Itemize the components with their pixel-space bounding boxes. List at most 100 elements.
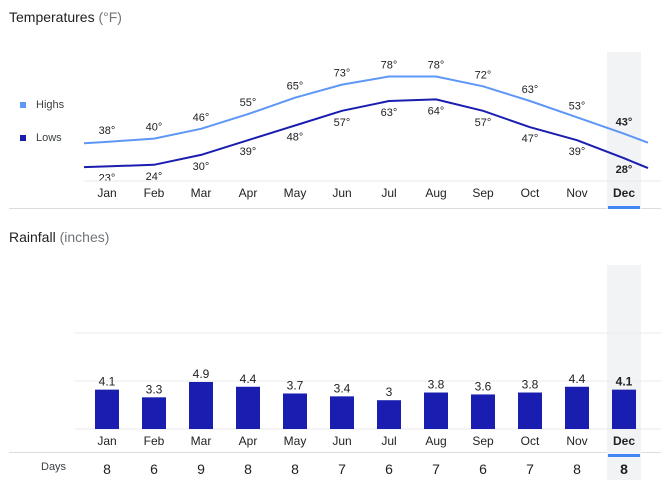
rain-month-tick: Nov <box>566 434 587 448</box>
rain-bar <box>612 389 636 429</box>
temperatures-title: Temperatures (°F) <box>9 9 122 25</box>
rain-bar <box>518 392 542 429</box>
days-value: 8 <box>573 461 581 477</box>
rain-bar <box>377 400 401 429</box>
rain-month-tick: Aug <box>425 434 446 448</box>
temp-lows-label: 39° <box>240 146 257 158</box>
temp-month-tick: Jun <box>332 186 351 200</box>
rainfall-unit: (inches) <box>59 229 110 245</box>
rain-value-label: 4.9 <box>193 367 210 381</box>
rain-bar <box>471 394 495 429</box>
rain-value-label: 3.3 <box>146 382 163 396</box>
temp-highs-label: 53° <box>569 100 586 112</box>
days-value: 6 <box>385 461 393 477</box>
temp-month-tick: Aug <box>425 186 446 200</box>
rainfall-title-text: Rainfall <box>9 229 56 245</box>
temp-month-tick: May <box>284 186 307 200</box>
days-value: 9 <box>197 461 205 477</box>
legend-highs: Highs <box>20 99 64 111</box>
temp-highs-label: 43° <box>616 117 633 129</box>
days-value: 7 <box>338 461 346 477</box>
rain-value-label: 4.1 <box>99 375 116 389</box>
temp-line-highs <box>83 75 649 145</box>
temp-highs-label: 78° <box>428 59 445 71</box>
rain-bar <box>330 396 354 429</box>
rain-bar <box>95 389 119 429</box>
selected-month-indicator-days <box>608 454 640 457</box>
temp-highs-label: 46° <box>193 112 210 124</box>
temp-month-tick: Jan <box>97 186 116 200</box>
temp-month-tick: Feb <box>144 186 165 200</box>
days-label: Days <box>41 461 67 473</box>
temp-month-tick: Mar <box>191 186 212 200</box>
days-value: 8 <box>620 461 628 477</box>
rain-month-tick: Feb <box>144 434 165 448</box>
temp-lows-label: 63° <box>381 107 398 119</box>
days-value: 7 <box>526 461 534 477</box>
temp-month-tick: Oct <box>521 186 540 200</box>
days-value: 6 <box>150 461 158 477</box>
days-value: 6 <box>479 461 487 477</box>
temp-highs-label: 78° <box>381 59 398 71</box>
temp-highs-label: 73° <box>334 68 351 80</box>
temp-highs-label: 55° <box>240 97 257 109</box>
rain-month-tick: May <box>284 434 307 448</box>
temp-lows-label: 57° <box>475 117 492 129</box>
temp-line-lows <box>83 98 649 170</box>
temp-lows-label: 23° <box>99 172 116 184</box>
legend-lows: Lows <box>20 132 62 144</box>
temp-month-tick: Jul <box>381 186 396 200</box>
rain-month-tick: Jul <box>381 434 396 448</box>
days-divider <box>9 452 661 453</box>
legend-lows-label: Lows <box>36 132 62 144</box>
temp-lows-label: 28° <box>616 164 633 176</box>
rain-month-tick: Apr <box>239 434 258 448</box>
temp-lows-label: 64° <box>428 105 445 117</box>
rain-month-tick: Dec <box>613 434 635 448</box>
rain-month-tick: Oct <box>521 434 540 448</box>
temp-lows-label: 48° <box>287 132 304 144</box>
temp-lows-label: 57° <box>334 117 351 129</box>
rain-bar <box>236 386 260 429</box>
selected-month-indicator-temp <box>608 206 640 209</box>
legend-highs-label: Highs <box>36 99 65 111</box>
rain-value-label: 3.8 <box>428 378 445 392</box>
rain-bar <box>283 393 307 429</box>
temp-month-tick: Sep <box>472 186 494 200</box>
rain-value-label: 4.4 <box>569 372 586 386</box>
rain-value-label: 3.6 <box>475 379 492 393</box>
temp-lows-label: 30° <box>193 161 210 173</box>
days-value: 8 <box>103 461 111 477</box>
rain-bar <box>142 397 166 429</box>
days-value: 7 <box>432 461 440 477</box>
rain-value-label: 3 <box>386 385 393 399</box>
rain-month-tick: Jan <box>97 434 116 448</box>
rain-month-tick: Jun <box>332 434 351 448</box>
temp-month-tick: Apr <box>239 186 258 200</box>
temp-highs-label: 63° <box>522 84 539 96</box>
temp-highs-label: 72° <box>475 69 492 81</box>
rain-value-label: 3.8 <box>522 378 539 392</box>
rain-value-label: 4.1 <box>616 375 633 389</box>
temp-lows-label: 24° <box>146 171 163 183</box>
temp-month-tick: Dec <box>613 186 635 200</box>
rainfall-title: Rainfall (inches) <box>9 229 109 245</box>
days-value: 8 <box>291 461 299 477</box>
temp-lows-label: 39° <box>569 146 586 158</box>
temperatures-unit: (°F) <box>98 9 122 25</box>
temp-lows-label: 47° <box>522 133 539 145</box>
rain-month-tick: Mar <box>191 434 212 448</box>
temp-highs-label: 65° <box>287 81 304 93</box>
temp-month-tick: Nov <box>566 186 587 200</box>
selected-column-rain <box>607 265 641 480</box>
rain-value-label: 3.4 <box>334 381 351 395</box>
rain-bar <box>424 392 448 429</box>
legend-highs-swatch <box>20 102 26 108</box>
temp-highs-label: 40° <box>146 122 163 134</box>
rain-bar <box>189 381 213 429</box>
days-value: 8 <box>244 461 252 477</box>
section-divider <box>9 208 661 209</box>
temperatures-title-text: Temperatures <box>9 9 95 25</box>
rain-month-tick: Sep <box>472 434 494 448</box>
